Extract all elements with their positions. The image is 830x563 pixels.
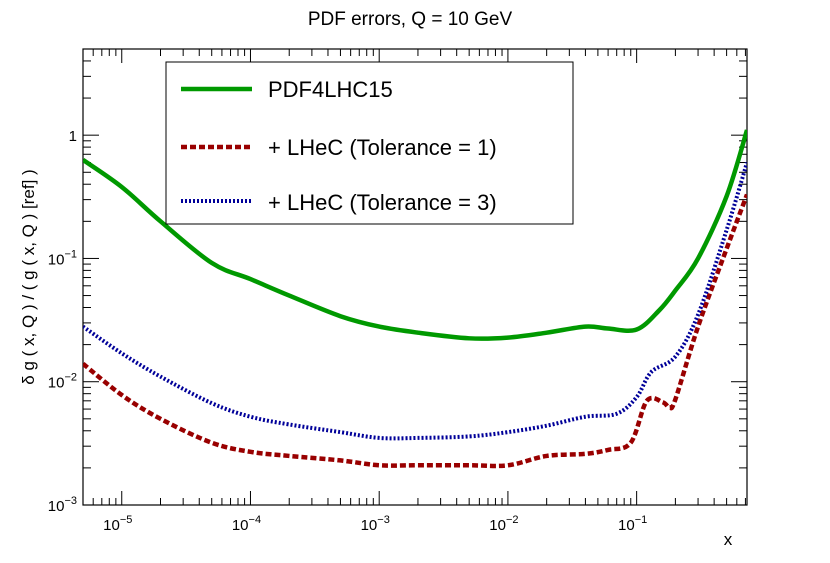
legend: PDF4LHC15 + LHeC (Tolerance = 1) + LHeC … — [165, 61, 574, 225]
x-tick-label: 10−2 — [489, 514, 518, 534]
x-tick-label: 10−4 — [232, 514, 261, 534]
series-line-2 — [83, 161, 747, 441]
chart-title: PDF errors, Q = 10 GeV — [308, 9, 513, 30]
x-axis-label: x — [724, 530, 733, 549]
y-tick-label: 10−1 — [48, 248, 77, 268]
y-tick-label: 10−2 — [48, 372, 77, 392]
y-axis-label: δ g ( x, Q ) / ( g ( x, Q ) [ref] ) — [19, 169, 38, 384]
y-tick-label: 1 — [69, 128, 77, 145]
legend-label-tolerance-3: + LHeC (Tolerance = 3) — [268, 190, 497, 215]
y-tick-labels: 10−3 10−2 10−1 1 — [48, 128, 77, 515]
y-tick-label: 10−3 — [48, 495, 77, 515]
series-layer — [83, 129, 747, 469]
plot-frame — [82, 48, 748, 506]
x-tick-label: 10−1 — [618, 514, 647, 534]
series-line-0 — [83, 129, 747, 341]
legend-label-tolerance-1: + LHeC (Tolerance = 1) — [268, 135, 497, 160]
x-tick-label: 10−5 — [103, 514, 132, 534]
x-tick-labels: 10−5 10−4 10−3 10−2 10−1 — [103, 514, 647, 534]
series-line-1 — [83, 193, 747, 469]
x-tick-label: 10−3 — [361, 514, 390, 534]
legend-label-pdf4lhc15: PDF4LHC15 — [268, 77, 393, 102]
